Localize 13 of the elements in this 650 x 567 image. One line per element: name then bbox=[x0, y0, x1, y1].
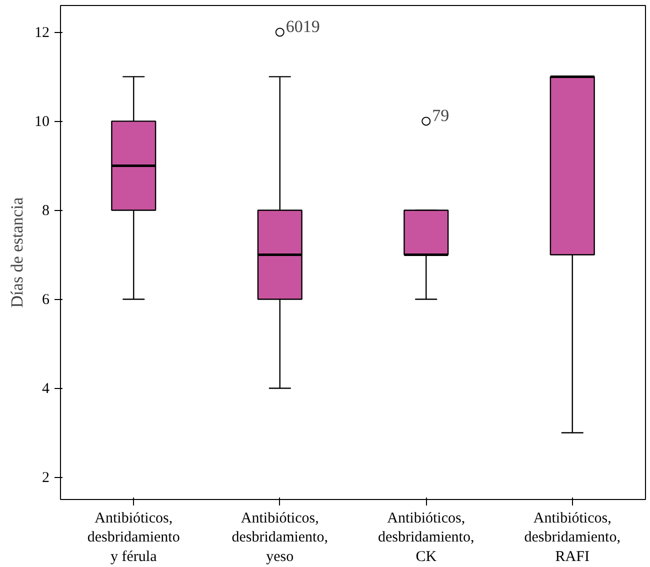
y-tick-label: 8 bbox=[42, 203, 50, 220]
x-tick-label: Antibióticos, desbridamiento, yeso bbox=[232, 510, 328, 565]
y-tick-label: 6 bbox=[42, 292, 50, 308]
y-tick-label: 4 bbox=[42, 381, 50, 398]
y-tick-label: 2 bbox=[42, 470, 50, 486]
y-tick-label: 12 bbox=[34, 25, 50, 42]
x-tick-label: Antibióticos, desbridamiento y férula bbox=[87, 510, 180, 565]
annotation: 6019 bbox=[286, 17, 320, 36]
y-tick-label: 10 bbox=[34, 114, 50, 130]
annotation: 79 bbox=[432, 106, 450, 126]
x-tick-label: Antibióticos, desbridamiento, CK bbox=[378, 510, 474, 565]
x-tick-label: Antibióticos, desbridamiento, RAFI bbox=[524, 510, 620, 565]
y-axis-title: Días de estancia bbox=[8, 196, 26, 308]
